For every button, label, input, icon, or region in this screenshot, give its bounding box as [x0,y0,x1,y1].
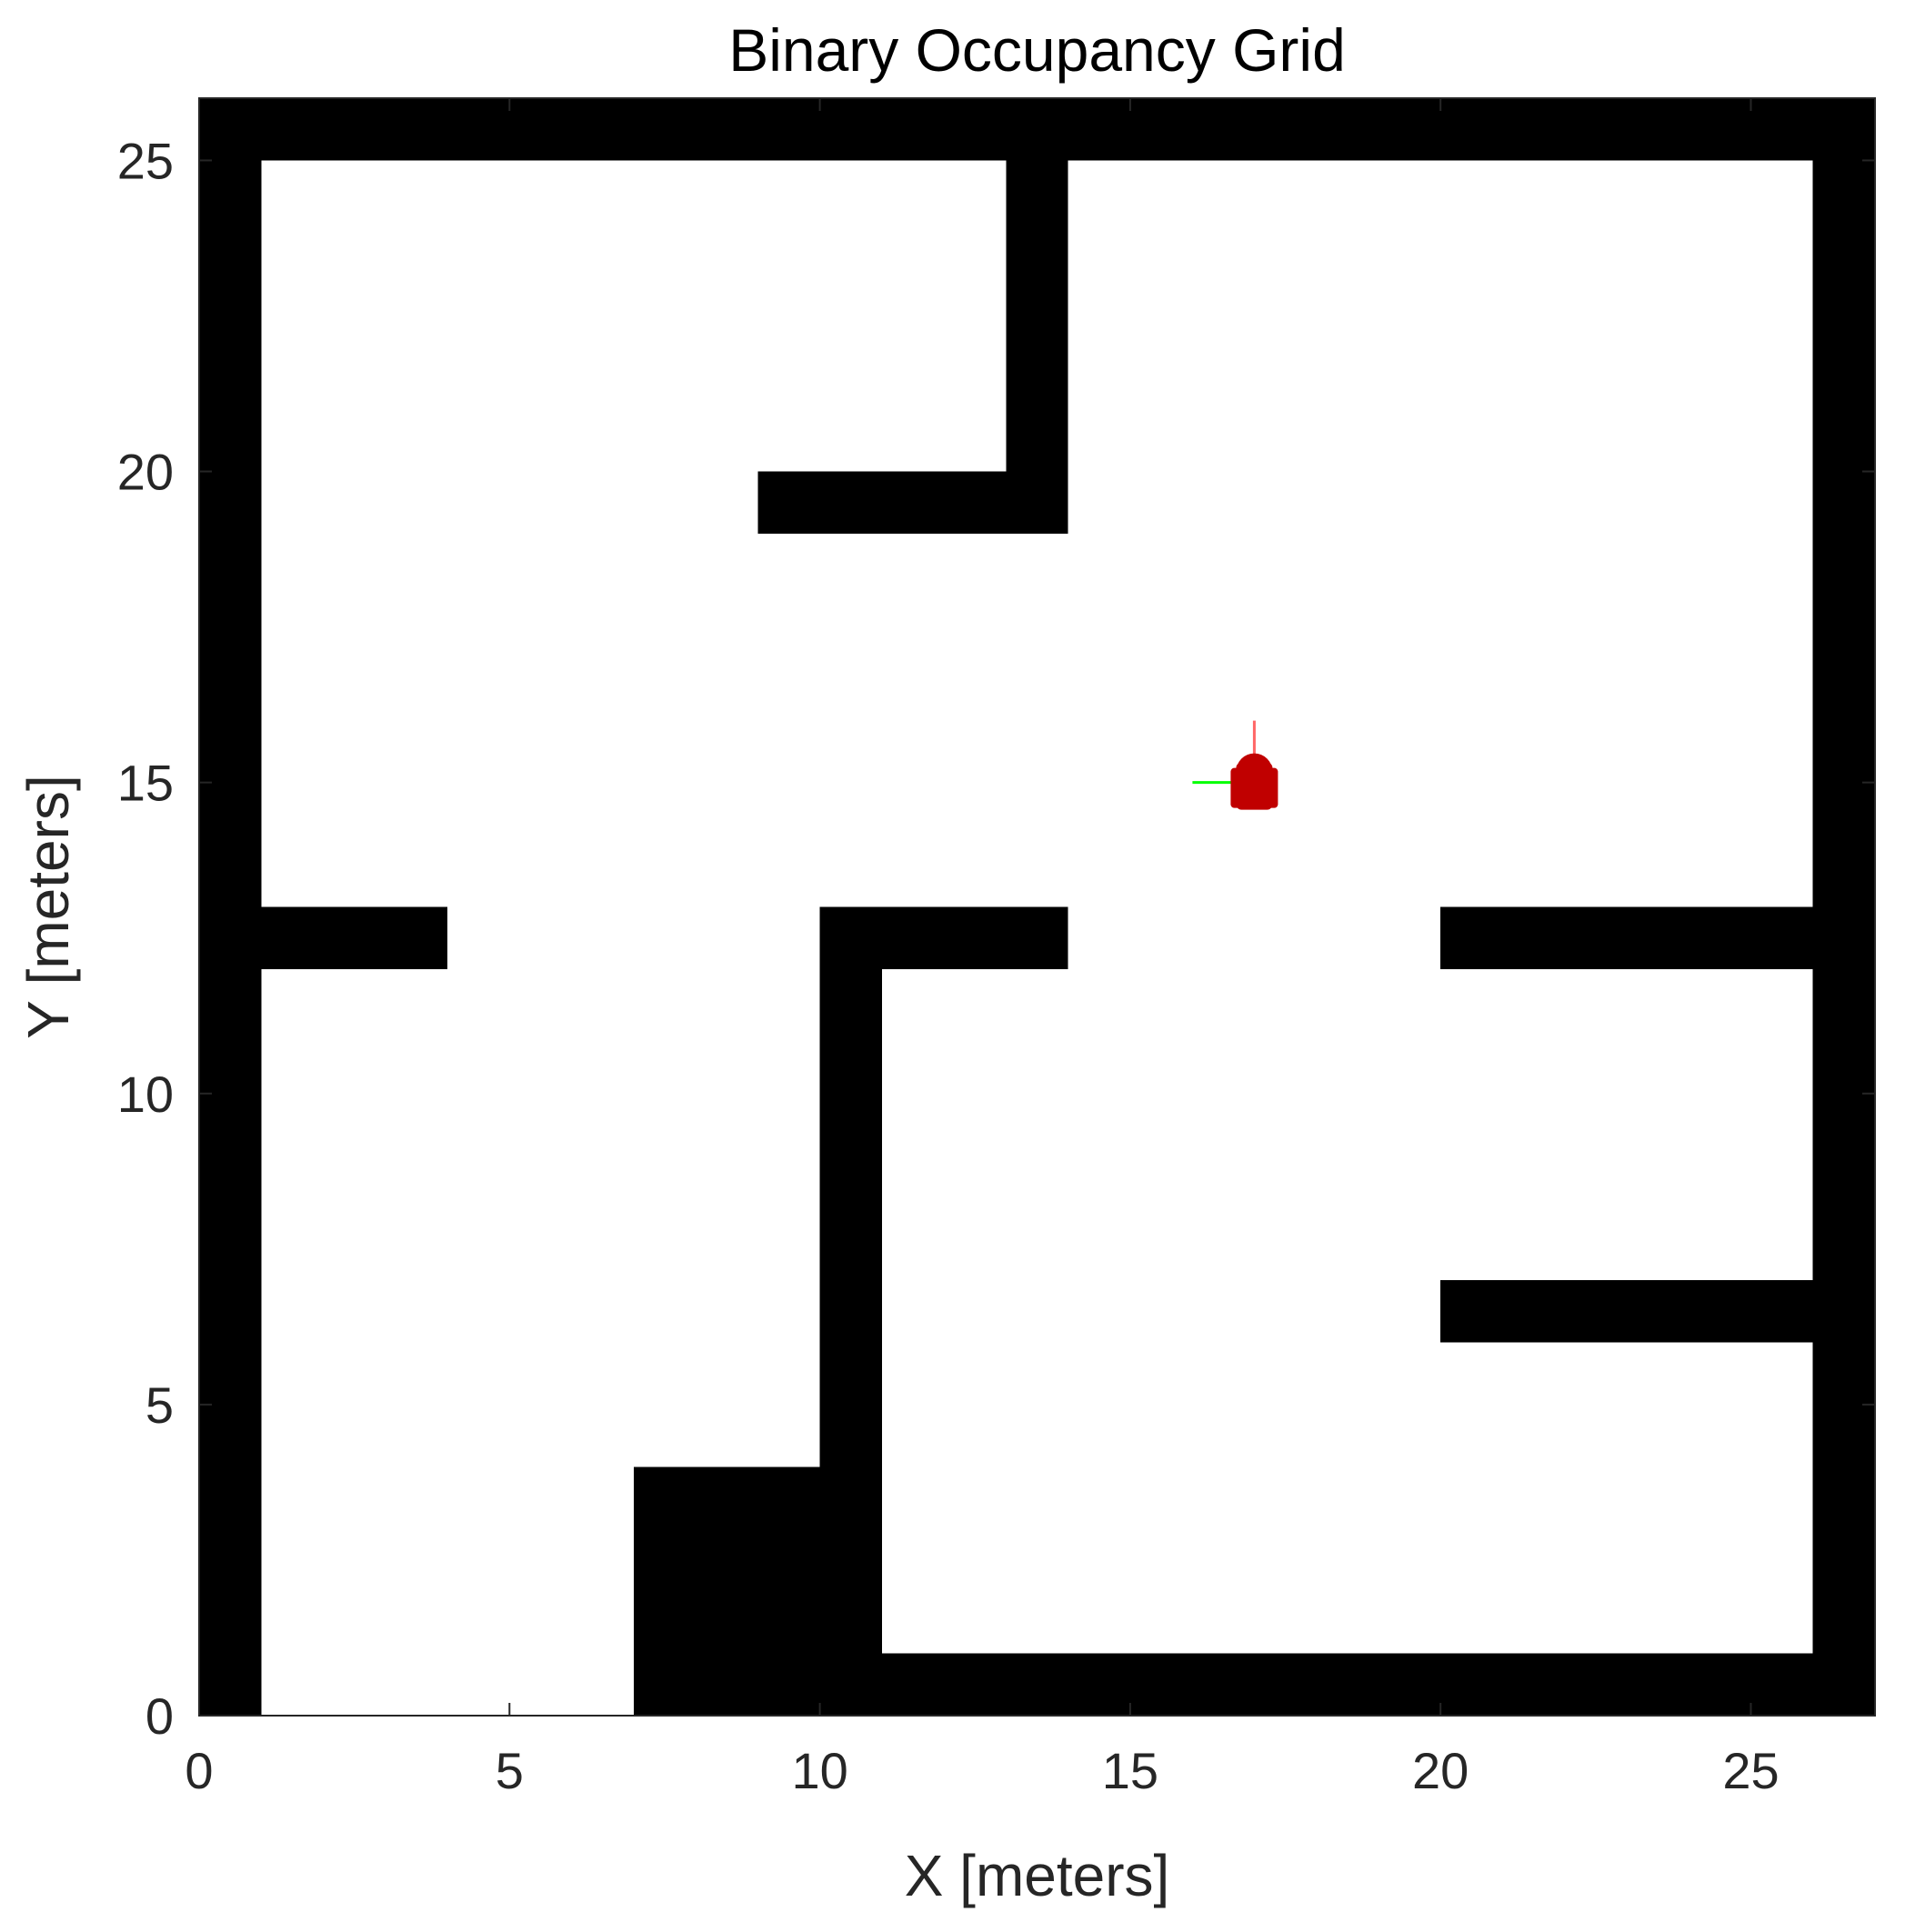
robot-head [1236,753,1273,790]
axes-box [198,97,1876,1717]
y-tick-label: 10 [117,1066,174,1123]
y-axis-ticks: 0 5 10 15 20 25 [117,132,1875,1745]
y-tick-label: 25 [117,132,174,189]
occupied-upper-horizontal-wall [757,471,1068,534]
y-tick-label: 0 [145,1687,174,1745]
occupied-middle-vertical-wall [819,906,882,1716]
robot-marker [1192,720,1278,810]
plot-area [198,97,1876,1717]
y-tick-label: 15 [117,755,174,812]
occupied-top-wall [199,98,1875,161]
y-axis-label: Y [meters] [15,775,81,1038]
x-tick-label: 0 [185,1742,213,1799]
occupied-lower-block [633,1467,820,1716]
occupied-right-lower-wall [1440,1280,1813,1343]
occupied-left-stub-wall [261,906,448,969]
y-tick-label: 5 [145,1376,174,1434]
occupied-cells-layer [199,98,1876,1716]
x-axis-label: X [meters] [905,1843,1170,1908]
x-tick-label: 25 [1722,1742,1779,1799]
x-tick-label: 15 [1102,1742,1158,1799]
x-tick-label: 10 [791,1742,847,1799]
x-tick-label: 20 [1412,1742,1469,1799]
occupied-right-wall [1812,98,1875,1716]
occupied-bottom-wall [819,1653,1876,1716]
chart-title: Binary Occupancy Grid [728,16,1346,84]
occupied-left-wall [199,98,262,1716]
occupied-right-upper-wall [1440,906,1813,969]
y-tick-label: 20 [117,444,174,501]
x-axis-ticks: 0 5 10 15 20 25 [185,98,1780,1799]
x-tick-label: 5 [496,1742,524,1799]
